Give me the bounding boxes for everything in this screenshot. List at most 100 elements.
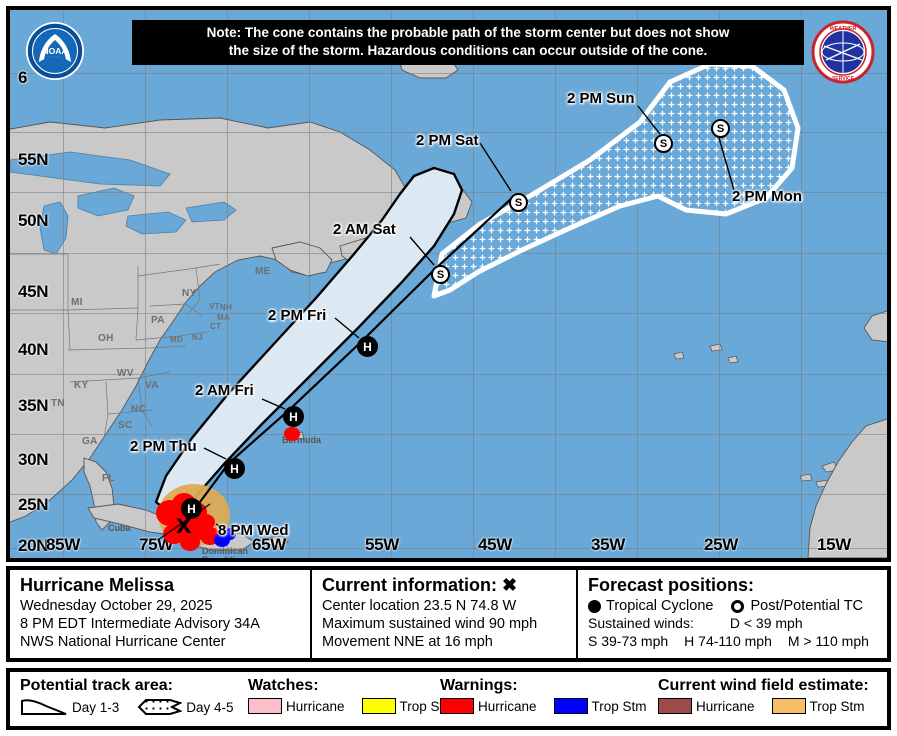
legend-warning-trop-stm: Trop Stm xyxy=(553,698,647,715)
cone-day-1-3 xyxy=(154,166,464,520)
legend-day-1-3-label: Day 1-3 xyxy=(72,699,120,715)
state-label-vt: VT xyxy=(209,302,220,311)
forecast-point-2pm-sat[interactable]: S xyxy=(509,193,528,212)
lat-label-40n: 40N xyxy=(18,340,49,359)
nws-logo-text-bottom: SERVICE xyxy=(832,76,855,82)
legend-day-4-5-label: Day 4-5 xyxy=(186,699,234,715)
lat-label-35n: 35N xyxy=(18,396,49,415)
forecast-positions-title: Forecast positions: xyxy=(588,575,755,595)
state-label-me: ME xyxy=(255,266,271,277)
forecast-point-2am-sat[interactable]: S xyxy=(431,265,450,284)
current-information-column: Current information: ✖ Center location 2… xyxy=(310,570,576,658)
state-label-mi: MI xyxy=(71,297,83,308)
legend-warning-hurricane: Hurricane xyxy=(440,698,537,715)
wind-class-h: H 74-110 mph xyxy=(684,632,772,649)
legend-potential-track-area: Potential track area: Day 1-3 xyxy=(10,672,238,716)
storm-date: Wednesday October 29, 2025 xyxy=(20,597,213,614)
state-label-tn: TN xyxy=(51,398,65,409)
state-label-ny: NY xyxy=(182,288,197,299)
storm-identity-column: Hurricane Melissa Wednesday October 29, … xyxy=(10,570,310,658)
lon-label-45w: 45W xyxy=(478,535,513,554)
forecast-point-2pm-fri[interactable]: H xyxy=(357,336,378,357)
state-label-nh: NH xyxy=(220,303,233,312)
lat-label-25n: 25N xyxy=(18,495,49,514)
state-label-oh: OH xyxy=(98,333,114,344)
storm-name: Hurricane Melissa xyxy=(20,575,175,595)
state-label-sc: SC xyxy=(118,420,133,431)
current-information-label: Current information: xyxy=(322,575,497,595)
lon-label-65w: 65W xyxy=(252,535,287,554)
center-location: Center location 23.5 N 74.8 W xyxy=(322,597,517,614)
storm-agency: NWS National Hurricane Center xyxy=(20,634,226,651)
forecast-point-2pm-sun[interactable]: S xyxy=(654,134,673,153)
state-label-pa: PA xyxy=(151,315,165,326)
warning-hurricane-label: Hurricane xyxy=(478,698,537,714)
track-label-2pm-fri: 2 PM Fri xyxy=(268,307,327,324)
watch-hurricane-label: Hurricane xyxy=(286,698,345,714)
wind-class-m: M > 110 mph xyxy=(787,632,869,649)
legend-track-title: Potential track area: xyxy=(20,677,173,694)
wind-hurricane-swatch xyxy=(658,698,692,715)
current-position-marker[interactable]: x xyxy=(176,508,192,539)
trop-storm-warning-area xyxy=(214,528,236,547)
forecast-point-2am-fri[interactable]: H xyxy=(283,406,304,427)
post-potential-tc-label: Post/Potential TC xyxy=(750,597,864,614)
cone-day-4-5 xyxy=(431,61,801,299)
track-label-8pm-wed: 8 PM Wed xyxy=(218,522,289,539)
map-legend-panel: Potential track area: Day 1-3 xyxy=(6,668,891,730)
legend-day-1-3: Day 1-3 xyxy=(20,698,119,716)
warning-trop-stm-swatch xyxy=(553,698,588,715)
storm-advisory: 8 PM EDT Intermediate Advisory 34A xyxy=(20,616,260,633)
track-label-2am-sat: 2 AM Sat xyxy=(333,221,396,238)
noaa-logo-text: NOAA xyxy=(42,46,67,56)
watch-hurricane-swatch xyxy=(248,698,282,715)
place-label-cuba: Cuba xyxy=(108,523,131,533)
lon-label-55w: 55W xyxy=(365,535,400,554)
legend-wind-field-title: Current wind field estimate: xyxy=(658,677,869,694)
forecast-point-8pm-wed[interactable]: H xyxy=(181,498,202,519)
forecast-map[interactable]: 6 55N 50N 45N 40N 35N 30N 25N 20N 85W 75… xyxy=(6,6,891,562)
state-label-nj: NJ xyxy=(192,333,203,342)
wind-trop-stm-swatch xyxy=(771,698,806,715)
track-lines-layer xyxy=(185,105,735,531)
forecast-positions-column: Forecast positions: Tropical Cyclone Pos… xyxy=(576,570,887,658)
track-label-2pm-sat: 2 PM Sat xyxy=(416,132,479,149)
lon-label-25w: 25W xyxy=(704,535,739,554)
lon-label-85w: 85W xyxy=(46,535,81,554)
lat-label-45n: 45N xyxy=(18,282,49,301)
lat-label-55n: 55N xyxy=(18,150,49,169)
sustained-winds-label: Sustained winds: xyxy=(588,615,694,632)
state-label-ma: MA xyxy=(217,313,231,322)
track-label-2pm-thu: 2 PM Thu xyxy=(130,438,197,455)
lat-label-60n: 6 xyxy=(18,68,28,87)
lon-label-75w: 75W xyxy=(139,535,174,554)
legend-warnings: Warnings: Hurricane Trop Stm xyxy=(430,672,648,715)
wind-hurricane-label: Hurricane xyxy=(696,698,755,714)
cone-disclaimer-note: Note: The cone contains the probable pat… xyxy=(132,20,804,65)
place-label-bermuda: Bermuda xyxy=(282,435,322,445)
wind-class-s: S 39-73 mph xyxy=(588,632,669,649)
legend-wind-hurricane: Hurricane xyxy=(658,698,755,715)
lat-label-50n: 50N xyxy=(18,211,49,230)
nws-logo: WEATHER SERVICE xyxy=(811,20,875,84)
legend-watches-title: Watches: xyxy=(248,677,319,694)
state-label-ct: CT xyxy=(210,322,222,331)
track-label-2am-fri: 2 AM Fri xyxy=(195,382,254,399)
state-label-md: MD xyxy=(170,335,184,344)
cone-day45-icon xyxy=(137,699,183,716)
storm-info-panel: Hurricane Melissa Wednesday October 29, … xyxy=(6,566,891,662)
forecast-point-2pm-mon[interactable]: S xyxy=(711,119,730,138)
noaa-logo: NOAA xyxy=(24,20,86,82)
forecast-point-2pm-thu[interactable]: H xyxy=(224,458,245,479)
legend-warnings-title: Warnings: xyxy=(440,677,518,694)
legend-watches: Watches: Hurricane Trop Stm xyxy=(238,672,455,715)
lat-label-20n: 20N xyxy=(18,536,49,555)
track-label-2pm-sun: 2 PM Sun xyxy=(567,90,635,107)
lon-label-35w: 35W xyxy=(591,535,626,554)
post-potential-tc-symbol-icon xyxy=(731,599,745,613)
current-information-title: Current information: ✖ xyxy=(322,575,576,597)
cone-day13-icon xyxy=(21,699,67,716)
watch-trop-stm-swatch xyxy=(361,698,396,715)
tropical-cyclone-label: Tropical Cyclone xyxy=(606,597,714,614)
